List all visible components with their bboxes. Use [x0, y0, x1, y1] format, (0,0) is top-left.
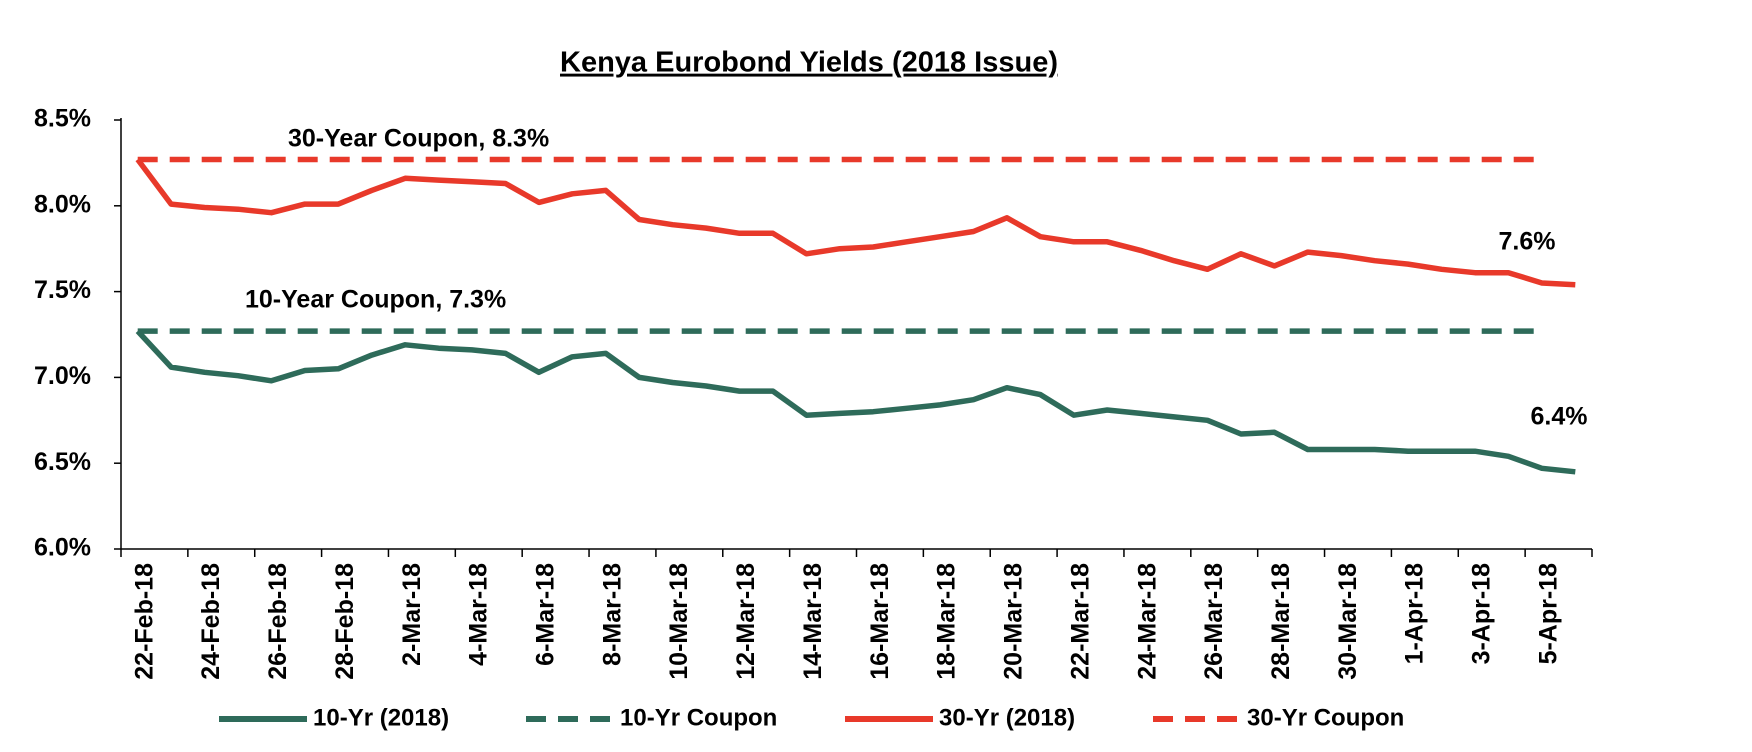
x-tick-label: 28-Feb-18: [331, 563, 359, 680]
series-line: [135, 157, 1576, 288]
x-tick-label: 8-Mar-18: [598, 563, 626, 666]
x-tick-label: 10-Mar-18: [665, 563, 693, 680]
x-tick-label: 26-Feb-18: [264, 563, 292, 680]
annotation: 30-Year Coupon, 8.3%: [288, 125, 549, 153]
x-tick-label: 16-Mar-18: [866, 563, 894, 680]
x-tick-label: 30-Mar-18: [1334, 563, 1362, 680]
x-tick-label: 14-Mar-18: [799, 563, 827, 680]
y-tick-label: 7.0%: [34, 362, 91, 390]
x-tick-label: 26-Mar-18: [1200, 563, 1228, 680]
y-tick-label: 6.5%: [34, 448, 91, 476]
legend-label: 10-Yr (2018): [313, 704, 449, 731]
x-tick-label: 3-Apr-18: [1468, 563, 1496, 665]
x-tick-label: 22-Feb-18: [130, 563, 158, 680]
y-tick-label: 8.5%: [34, 105, 91, 133]
y-tick-label: 7.5%: [34, 276, 91, 304]
annotation: 7.6%: [1499, 228, 1556, 256]
legend-label: 30-Yr (2018): [939, 704, 1075, 731]
x-tick-label: 6-Mar-18: [532, 563, 560, 666]
x-tick-label: 18-Mar-18: [933, 563, 961, 680]
annotation: 6.4%: [1531, 403, 1588, 431]
x-tick-label: 28-Mar-18: [1267, 563, 1295, 680]
x-tick-label: 22-Mar-18: [1066, 563, 1094, 680]
x-tick-label: 1-Apr-18: [1401, 563, 1429, 665]
y-tick-label: 8.0%: [34, 190, 91, 218]
annotation: 10-Year Coupon, 7.3%: [245, 286, 506, 314]
series-line: [135, 329, 1576, 475]
x-tick-label: 24-Mar-18: [1133, 563, 1161, 680]
x-tick-label: 20-Mar-18: [1000, 563, 1028, 680]
y-tick-label: 6.0%: [34, 534, 91, 562]
x-tick-label: 12-Mar-18: [732, 563, 760, 680]
x-tick-label: 4-Mar-18: [465, 563, 493, 666]
chart-title: Kenya Eurobond Yields (2018 Issue): [560, 47, 1058, 79]
x-tick-label: 24-Feb-18: [197, 563, 225, 680]
legend-label: 30-Yr Coupon: [1247, 704, 1404, 731]
x-tick-label: 2-Mar-18: [398, 563, 426, 666]
x-tick-label: 5-Apr-18: [1534, 563, 1562, 665]
legend-label: 10-Yr Coupon: [620, 704, 777, 731]
